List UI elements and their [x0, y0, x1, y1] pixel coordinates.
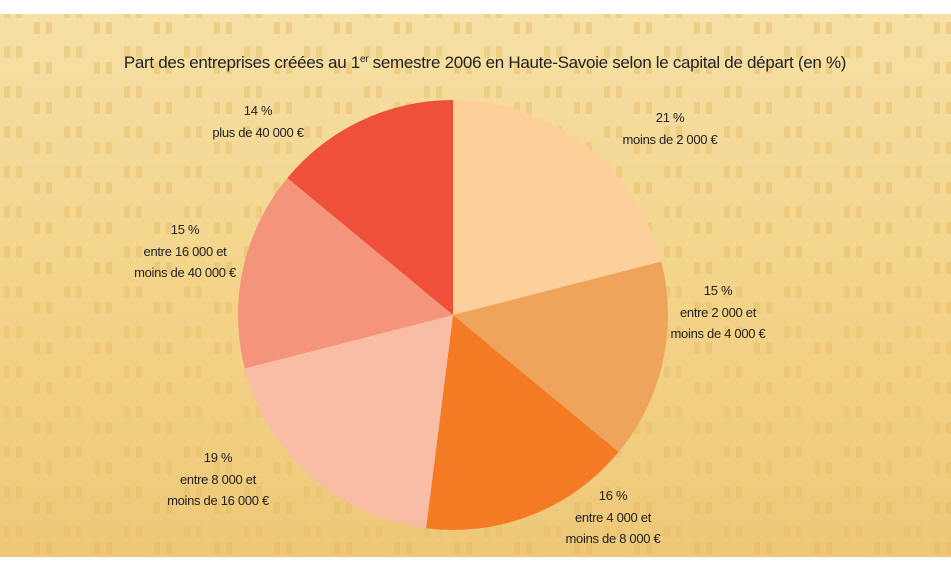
- value-label: 14 %: [244, 103, 273, 118]
- category-label: moins de 40 000 €: [134, 265, 237, 280]
- value-label: 19 %: [204, 450, 233, 465]
- value-label: 21 %: [656, 110, 685, 125]
- chart-title: Part des entreprises créées au 1er semes…: [124, 53, 846, 72]
- category-label: entre 4 000 et: [575, 510, 652, 525]
- value-label: 16 %: [599, 488, 628, 503]
- category-label: plus de 40 000 €: [212, 125, 304, 140]
- category-label: moins de 2 000 €: [623, 132, 719, 147]
- category-label: entre 8 000 et: [180, 472, 257, 487]
- category-label: moins de 16 000 €: [167, 493, 270, 508]
- category-label: moins de 8 000 €: [566, 531, 662, 546]
- category-label: entre 16 000 et: [144, 244, 228, 259]
- title-part: semestre 2006 en Haute-Savoie selon le c…: [368, 53, 846, 72]
- value-label: 15 %: [171, 222, 200, 237]
- chart: Part des entreprises créées au 1er semes…: [0, 0, 951, 557]
- value-label: 15 %: [704, 283, 733, 298]
- category-label: entre 2 000 et: [680, 305, 757, 320]
- category-label: moins de 4 000 €: [671, 326, 767, 341]
- title-part: Part des entreprises créées au 1: [124, 53, 360, 72]
